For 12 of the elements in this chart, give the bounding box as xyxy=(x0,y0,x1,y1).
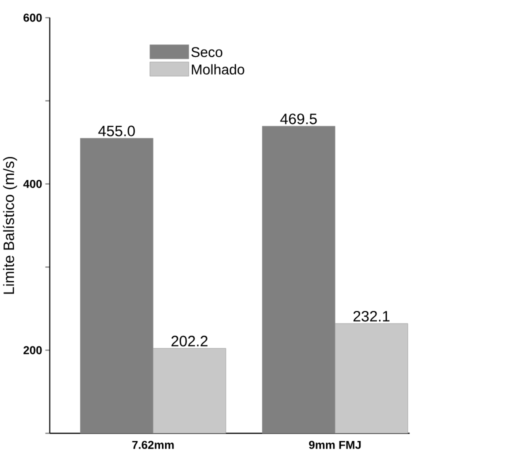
data-label: 469.5 xyxy=(280,114,317,124)
y-tick-label: 200 xyxy=(24,346,42,354)
data-label: 455.0 xyxy=(98,126,135,136)
legend-label: Seco xyxy=(191,47,222,58)
legend-label: Molhado xyxy=(192,64,244,75)
y-tick-label: 600 xyxy=(24,14,42,22)
x-tick-label: 9mm FMJ xyxy=(309,440,361,450)
y-axis-title: Limite Balístico (m/s) xyxy=(2,157,18,294)
data-label: 232.1 xyxy=(353,311,390,322)
y-tick-label: 400 xyxy=(23,180,42,188)
data-label: 202.2 xyxy=(172,336,208,347)
x-tick-label: 7.62mm xyxy=(132,440,174,450)
